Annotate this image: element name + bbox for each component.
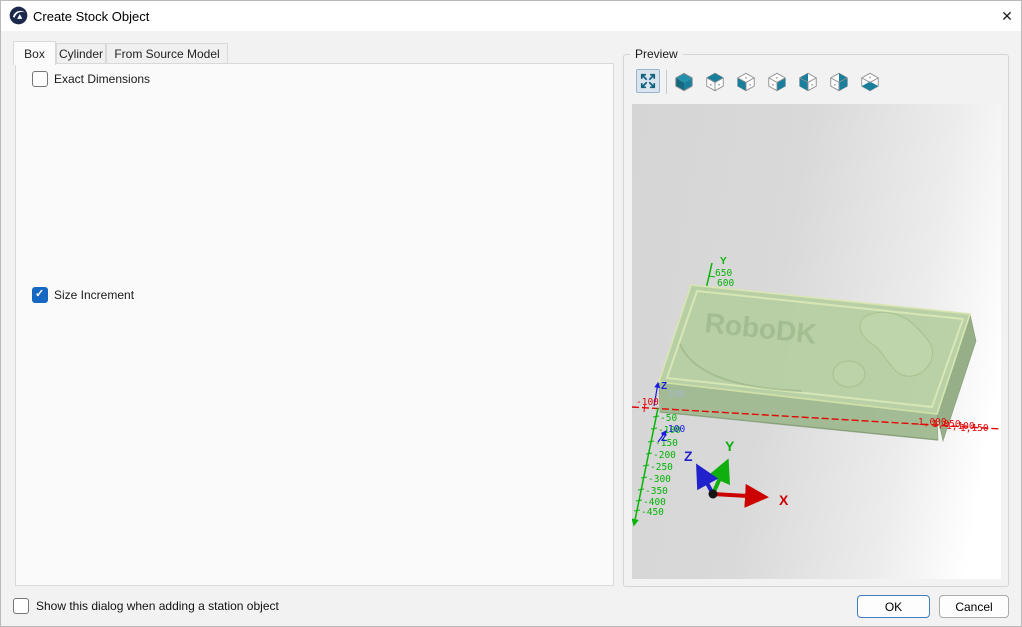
frame-y-label: Y: [725, 438, 735, 454]
tab-box[interactable]: Box: [13, 41, 56, 65]
size-increment-label: Size Increment: [54, 288, 135, 302]
titlebar: [1, 1, 1021, 31]
cube-bottom-icon[interactable]: [858, 70, 882, 94]
dialog-title: Create Stock Object: [33, 9, 150, 24]
y-ruler-label: 600: [717, 278, 734, 289]
exact-dimensions-checkbox[interactable]: [32, 71, 48, 87]
tab-cylinder[interactable]: Cylinder: [56, 43, 106, 64]
embossed-dome: [832, 360, 866, 388]
y-ruler-letter: Y: [720, 256, 727, 267]
preview-3d-viewport[interactable]: Y 650 600 RoboDK Z 100: [631, 104, 1002, 579]
robodk-logo-icon: [9, 6, 28, 25]
embossed-arc: [679, 343, 803, 392]
size-increment-title: Size Increment: [27, 287, 140, 303]
cube-back-icon[interactable]: [796, 70, 820, 94]
cube-top-glyph: [706, 72, 724, 92]
cube-left-glyph: [830, 72, 848, 92]
y-ruler-label: -250: [650, 462, 673, 473]
z-ruler-lower-value: 100: [668, 424, 685, 435]
x-ruler-label: 1,100: [946, 421, 975, 432]
y-ruler-tick: [708, 275, 716, 278]
cube-iso-icon[interactable]: [672, 70, 696, 94]
y-ruler-label: -50: [660, 413, 677, 424]
z-ruler-upper-line: [653, 381, 661, 407]
y-ruler-label: -450: [641, 507, 664, 518]
fit-view-icon[interactable]: [636, 69, 660, 93]
y-ruler-label: 650: [715, 268, 732, 279]
fit-view-glyph: [640, 73, 656, 89]
z-ruler-upper-letter: Z: [661, 381, 667, 392]
y-ruler-label: -350: [645, 486, 668, 497]
box-tab-pane: [15, 63, 614, 586]
z-ruler-lower-line: [657, 430, 667, 443]
x-ruler-label: 1,050: [932, 419, 961, 430]
x-ruler-label: 1,000: [918, 417, 947, 428]
close-icon[interactable]: ✕: [1001, 7, 1013, 24]
frame-x-label: X: [779, 492, 789, 508]
y-ruler-label: -200: [653, 450, 676, 461]
preview-label: Preview: [635, 47, 678, 61]
y-ruler-label: -300: [648, 474, 671, 485]
exact-dimensions-title: Exact Dimensions: [27, 71, 156, 87]
preview-title: Preview: [630, 46, 683, 62]
show-dialog-checkbox[interactable]: [13, 598, 29, 614]
y-ruler-label: -400: [643, 497, 666, 508]
x-ruler-left-label: -100: [636, 397, 659, 408]
cube-top-icon[interactable]: [703, 70, 727, 94]
tab-box-label: Box: [24, 46, 45, 61]
stock-box: RoboDK: [657, 284, 977, 443]
z-ruler-lower-letter: Z: [661, 433, 667, 444]
cube-front-icon[interactable]: [734, 70, 758, 94]
tab-from-source-model[interactable]: From Source Model: [106, 43, 228, 64]
tab-cylinder-label: Cylinder: [58, 46, 103, 61]
exact-dimensions-label: Exact Dimensions: [54, 72, 151, 86]
y-ruler-label: -100: [658, 425, 681, 436]
z-ruler-upper-value: 100: [667, 389, 684, 400]
cube-right-glyph: [768, 72, 786, 92]
embossed-blob: [859, 311, 934, 377]
toolbar-separator: [666, 70, 667, 94]
preview-group: [623, 54, 1009, 587]
frame-z-label: Z: [684, 448, 693, 464]
y-ruler-bottom-labels: -50 -100 -150 -200 -250 -300 -350 -400 -…: [641, 413, 681, 518]
x-ruler-label: 1,150: [960, 423, 989, 434]
cube-front-glyph: [737, 72, 755, 92]
origin-frame: X Y Z: [684, 438, 789, 508]
ok-button[interactable]: OK: [857, 595, 930, 618]
size-increment-checkbox[interactable]: [32, 287, 48, 303]
show-dialog-checkbox-row[interactable]: Show this dialog when adding a station o…: [13, 598, 279, 614]
y-ruler-bottom: [631, 407, 660, 527]
y-ruler-label: -150: [655, 438, 678, 449]
cube-left-icon[interactable]: [827, 70, 851, 94]
cube-back-glyph: [799, 72, 817, 92]
tab-from-source-label: From Source Model: [114, 46, 220, 61]
cancel-button[interactable]: Cancel: [939, 595, 1009, 618]
x-ruler: -100 1,000 1,050 1,100 1,150: [631, 397, 1002, 434]
show-dialog-label: Show this dialog when adding a station o…: [36, 599, 279, 613]
viewport-scene: Y 650 600 RoboDK Z 100: [631, 256, 1002, 527]
cube-iso-glyph: [675, 72, 693, 92]
cube-bottom-glyph: [861, 72, 879, 92]
cube-right-icon[interactable]: [765, 70, 789, 94]
